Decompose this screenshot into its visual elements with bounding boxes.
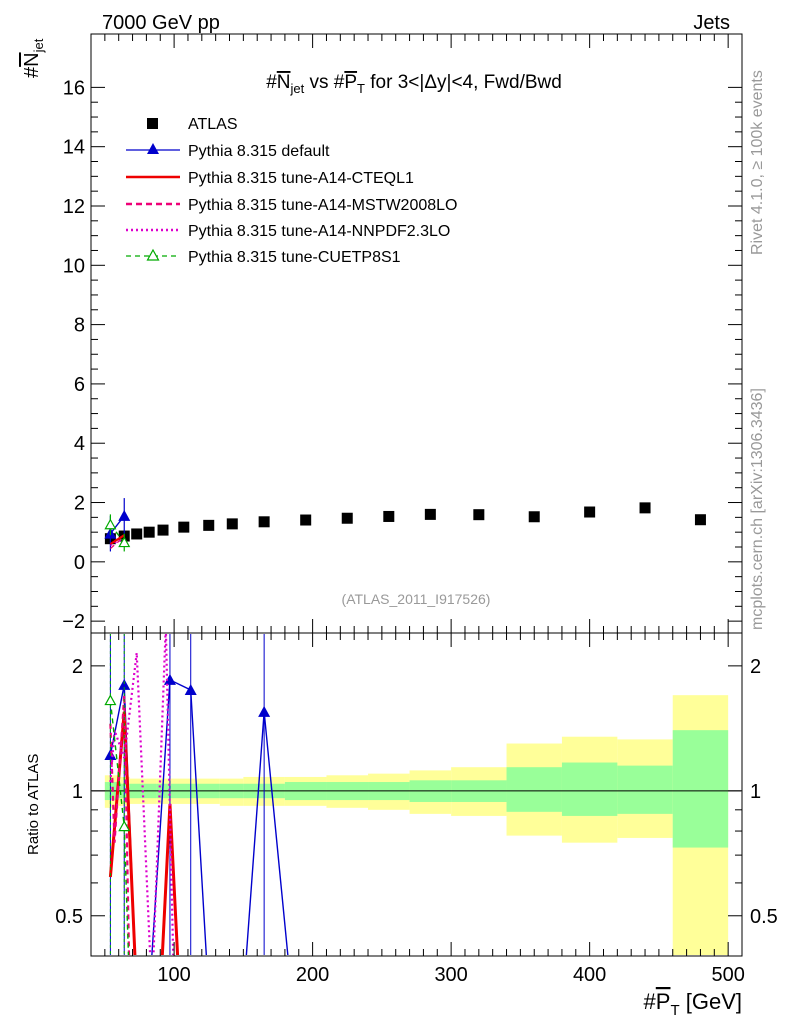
ratio-series (104, 634, 289, 955)
data-point (157, 524, 169, 536)
series-line (109, 536, 125, 550)
data-point (131, 528, 143, 540)
data-point (203, 519, 215, 531)
series-pythia-8-315-tune-cuetp8s1 (104, 514, 131, 552)
main-y-tick-label: 0 (74, 552, 85, 574)
ratio-ticks: 0.5 0.5 1 1 2 2 100 200 300 400 500 (55, 633, 778, 986)
ratio-series-pythia-8-315-tune-a14-cteql1 (108, 711, 180, 955)
ratio-frame (90, 632, 743, 957)
main-y-tick-label: 12 (63, 196, 85, 218)
data-point (383, 510, 395, 522)
legend-label-nnpdf: Pythia 8.315 tune-A14-NNPDF2.3LO (188, 223, 450, 240)
main-series (104, 498, 706, 552)
series-pythia-8-315-tune-a14-mstw2008lo (109, 536, 125, 550)
data-point (118, 536, 131, 548)
ratio-line (108, 711, 180, 955)
data-point (528, 511, 540, 523)
ratio-point (118, 820, 131, 832)
legend: ATLAS Pythia 8.315 default Pythia 8.315 … (126, 116, 457, 266)
main-y-tick-label: −2 (62, 611, 85, 633)
data-point (143, 526, 155, 538)
ratio-series-pythia-8-315-tune-a14-mstw2008lo (109, 695, 131, 955)
ratio-series-pythia-8-315-default (104, 634, 289, 955)
data-point (473, 509, 485, 521)
mcplots-source-note: mcplots.cern.ch [arXiv:1306.3436] (749, 388, 766, 630)
x-tick-label: 500 (711, 964, 744, 986)
main-y-tick-label: 14 (63, 137, 85, 159)
legend-label-cuetp8s1: Pythia 8.315 tune-CUETP8S1 (188, 249, 401, 266)
legend-label-mstw2008lo: Pythia 8.315 tune-A14-MSTW2008LO (188, 197, 457, 214)
header-collision: 7000 GeV pp (102, 12, 220, 34)
analysis-id: (ATLAS_2011_I917526) (342, 591, 491, 607)
ratio-point (104, 694, 117, 706)
uncertainty-band-inner (672, 730, 729, 848)
main-panel: −2 0 2 4 6 8 10 12 14 16 #Njet vs #PT for 3<|Δy|<… (21, 33, 743, 634)
ratio-point (118, 678, 131, 690)
data-point (300, 514, 312, 526)
legend-marker-default (147, 143, 159, 154)
ratio-y-tick-label: 0.5 (55, 906, 83, 928)
ratio-bands (92, 695, 741, 955)
main-y-axis-label: #Njet (21, 38, 46, 78)
data-point (258, 516, 270, 528)
ratio-line (109, 695, 131, 955)
ratio-y-tick-label-right: 1 (750, 781, 761, 803)
uncertainty-band-inner (561, 762, 618, 816)
uncertainty-band-inner (617, 765, 673, 814)
legend-marker-atlas (147, 118, 158, 129)
main-y-tick-label: 10 (63, 255, 85, 277)
x-tick-label: 200 (296, 964, 329, 986)
main-y-tick-label: 2 (74, 493, 85, 515)
data-point (639, 502, 651, 514)
legend-label-default: Pythia 8.315 default (188, 143, 330, 160)
data-point (341, 512, 353, 524)
rivet-version-note: Rivet 4.1.0, ≥ 100k events (749, 70, 766, 255)
data-point (118, 509, 131, 521)
ratio-point (163, 673, 176, 685)
legend-label-cteql1: Pythia 8.315 tune-A14-CTEQL1 (188, 170, 414, 187)
x-tick-label: 100 (157, 964, 190, 986)
ratio-point (184, 683, 197, 695)
legend-label-atlas: ATLAS (188, 116, 238, 133)
x-tick-label: 400 (573, 964, 606, 986)
ratio-series-pythia-8-315-tune-cuetp8s1 (104, 634, 131, 955)
main-y-tick-label: 4 (74, 433, 85, 455)
x-axis-label: #PT [GeV] (644, 989, 742, 1019)
series-atlas (104, 502, 706, 545)
main-y-tick-label: 8 (74, 315, 85, 337)
main-ticks: −2 0 2 4 6 8 10 12 14 16 (62, 34, 742, 633)
x-tick-label: 300 (434, 964, 467, 986)
ratio-y-tick-label: 2 (72, 656, 83, 678)
main-y-tick-label: 16 (63, 77, 85, 99)
ratio-y-tick-label-right: 2 (750, 656, 761, 678)
ratio-y-tick-label-right: 0.5 (750, 906, 778, 928)
data-point (584, 506, 596, 518)
data-point (104, 518, 117, 530)
ratio-y-axis-label: Ratio to ATLAS (25, 754, 42, 855)
ratio-point (258, 705, 271, 717)
header-process: Jets (693, 12, 730, 34)
main-y-tick-label: 6 (74, 374, 85, 396)
legend-marker-cuetp8s1 (146, 248, 160, 261)
series-line (109, 534, 125, 545)
data-point (694, 514, 706, 526)
data-point (178, 521, 190, 533)
ratio-y-tick-label: 1 (72, 781, 83, 803)
data-point (424, 508, 436, 520)
uncertainty-band-inner (506, 767, 562, 812)
plot-title: #Njet vs #PT for 3<|Δy|<4, Fwd/Bwd (266, 72, 562, 96)
series-pythia-8-315-tune-a14-cteql1 (109, 534, 125, 545)
ratio-panel: 0.5 0.5 1 1 2 2 100 200 300 400 500 Ratio to ATLAS… (25, 632, 778, 1019)
data-point (226, 518, 238, 530)
